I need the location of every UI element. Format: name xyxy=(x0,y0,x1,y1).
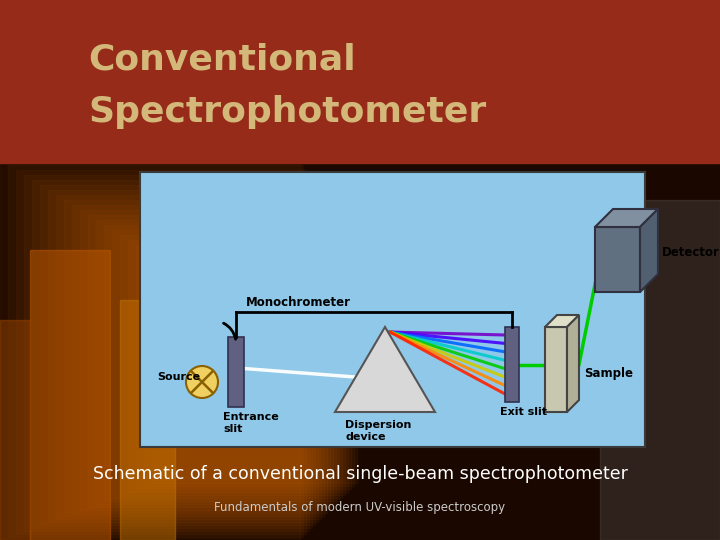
Circle shape xyxy=(186,366,218,398)
Bar xyxy=(48,190,318,522)
Bar xyxy=(32,180,312,528)
Bar xyxy=(228,337,244,407)
Bar xyxy=(24,175,309,531)
Bar xyxy=(595,227,640,292)
Bar xyxy=(0,0,720,163)
Bar xyxy=(140,172,645,447)
Bar xyxy=(88,215,333,507)
Bar xyxy=(0,160,300,540)
Bar xyxy=(30,250,110,540)
Text: Detector: Detector xyxy=(662,246,720,260)
Bar xyxy=(72,205,327,513)
Bar xyxy=(64,200,324,516)
Text: Fundamentals of modern UV-visible spectroscopy: Fundamentals of modern UV-visible spectr… xyxy=(215,502,505,515)
Bar xyxy=(40,185,315,525)
Polygon shape xyxy=(595,209,658,227)
Bar xyxy=(120,235,345,495)
Bar xyxy=(16,170,306,534)
Text: Source: Source xyxy=(157,372,200,382)
Bar xyxy=(600,200,720,540)
Bar xyxy=(8,165,303,537)
Text: Schematic of a conventional single-beam spectrophotometer: Schematic of a conventional single-beam … xyxy=(93,465,627,483)
Bar xyxy=(120,300,175,540)
Text: Spectrophotometer: Spectrophotometer xyxy=(88,95,486,129)
Bar xyxy=(0,320,30,540)
Bar xyxy=(128,240,348,492)
Text: Exit slit: Exit slit xyxy=(500,407,547,417)
Text: Sample: Sample xyxy=(584,367,633,380)
Bar xyxy=(152,255,357,483)
Bar xyxy=(80,210,330,510)
Bar xyxy=(545,327,567,412)
Text: Dispersion
device: Dispersion device xyxy=(345,420,411,442)
Bar xyxy=(112,230,342,498)
Bar xyxy=(96,220,336,504)
Bar xyxy=(505,327,519,402)
Bar xyxy=(104,225,339,501)
Text: Entrance
slit: Entrance slit xyxy=(223,412,279,434)
Text: Monochrometer: Monochrometer xyxy=(246,296,351,309)
Polygon shape xyxy=(545,315,579,327)
Polygon shape xyxy=(567,315,579,412)
Bar xyxy=(56,195,321,519)
Polygon shape xyxy=(640,209,658,292)
Text: Conventional: Conventional xyxy=(88,42,356,76)
Polygon shape xyxy=(335,327,435,412)
Bar xyxy=(144,250,354,486)
Bar xyxy=(136,245,351,489)
